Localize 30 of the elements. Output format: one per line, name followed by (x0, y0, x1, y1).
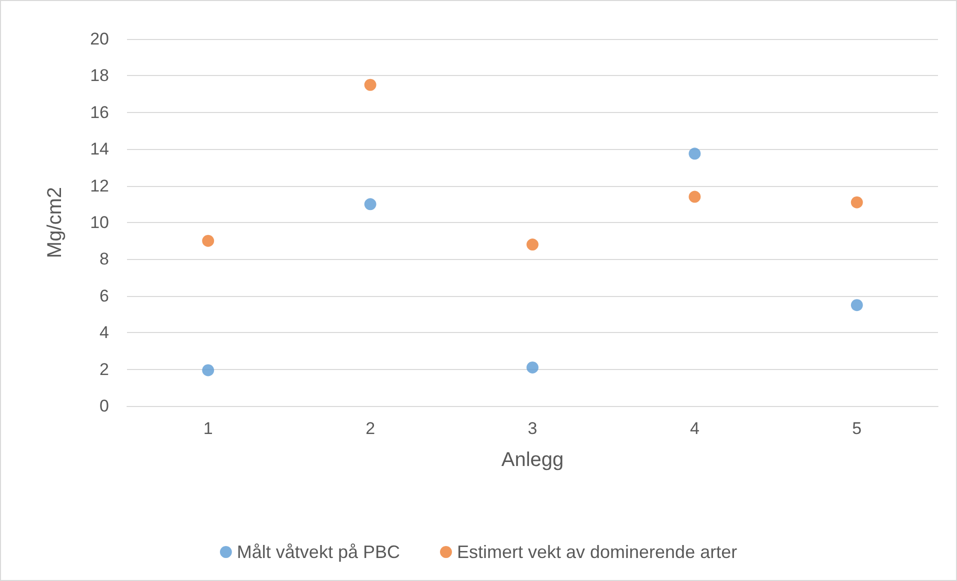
x-tick-label: 4 (690, 419, 700, 438)
x-tick-label: 1 (203, 419, 213, 438)
point (526, 238, 538, 251)
y-tick-label: 8 (100, 250, 109, 269)
y-tick-label: 0 (100, 396, 109, 416)
y-tick-label: 12 (90, 176, 109, 196)
legend-label: Målt våtvekt på PBC (236, 542, 400, 562)
point (364, 78, 376, 91)
x-tick-label: 5 (852, 419, 862, 438)
point (850, 196, 863, 208)
x-axis-title: Anlegg (501, 449, 564, 471)
point (850, 299, 863, 312)
y-tick-label: 18 (90, 66, 109, 86)
point (364, 198, 376, 210)
point (688, 148, 701, 160)
y-tick-label: 20 (90, 30, 109, 48)
point (202, 364, 214, 376)
y-tick-label: 10 (90, 213, 109, 232)
point (688, 190, 701, 203)
legend-label: Estimert vekt av dominerende arter (456, 542, 738, 562)
y-tick-label: 16 (90, 102, 109, 122)
y-tick-label: 4 (100, 323, 109, 342)
x-tick-label: 2 (366, 419, 376, 438)
point (202, 234, 214, 247)
y-tick-label: 6 (100, 286, 109, 306)
y-tick-label: 2 (100, 360, 109, 379)
point (526, 361, 538, 374)
y-tick-label: 14 (90, 140, 109, 159)
x-tick-label: 3 (528, 419, 538, 438)
y-axis-title: Mg/cm2 (44, 186, 66, 258)
